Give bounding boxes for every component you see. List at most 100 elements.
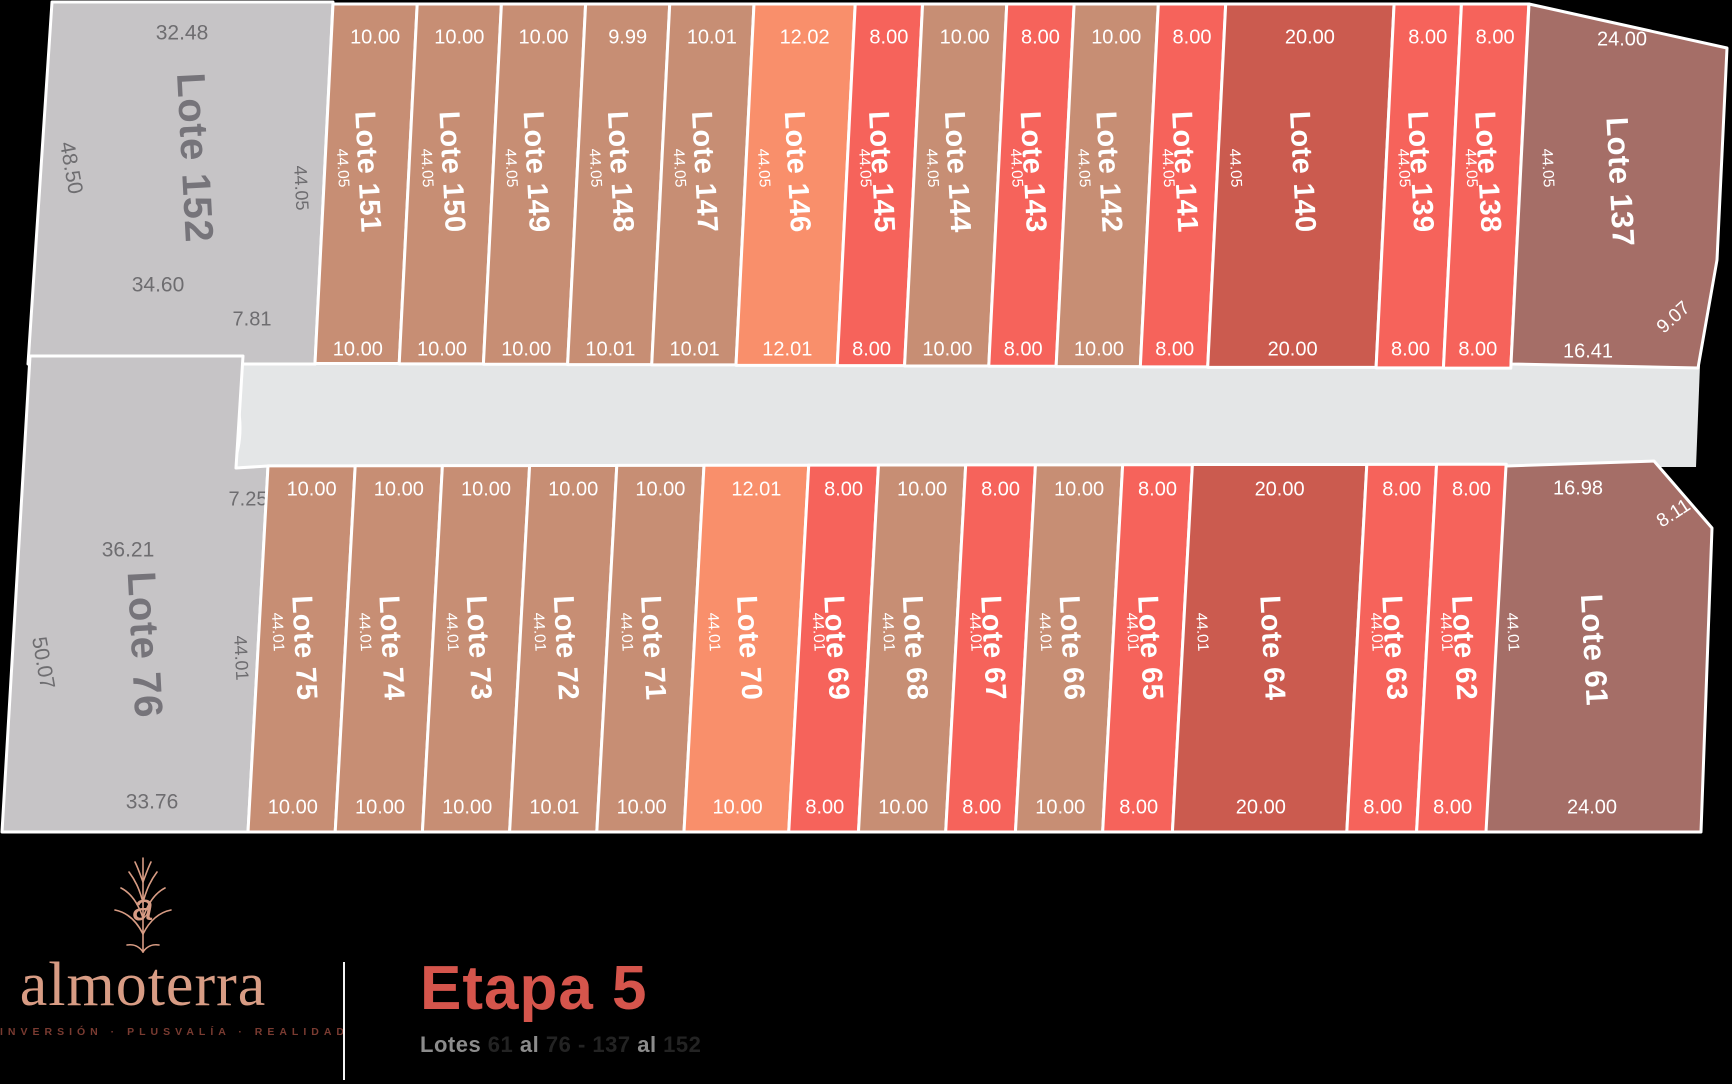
lote-152-right-length: 44.05 [290,165,312,211]
lote-149-bottom-width: 10.00 [501,338,551,360]
lote-63-name: Lote 63 [1375,595,1412,702]
lote-76-arc-length: 36.21 [102,539,155,562]
lote-73-bottom-width: 10.00 [442,796,492,818]
lote-148-name: Lote 148 [601,110,639,233]
lote-66-side-length: 44.01 [1035,612,1054,652]
lote-147-name: Lote 147 [685,110,723,233]
lote-63-bottom-width: 8.00 [1363,796,1402,818]
lote-67-top-width: 8.00 [981,478,1020,500]
lote-67-side-length: 44.01 [966,612,985,652]
lote-62-bottom-width: 8.00 [1433,796,1472,818]
lote-70-side-length: 44.01 [704,612,723,652]
lote-152-name: Lote 152 [168,72,221,244]
lote-70: 12.01 10.00 44.01 Lote 70 [682,463,811,834]
lote-139-top-width: 8.00 [1408,26,1447,48]
lote-139-name: Lote 139 [1401,110,1439,233]
lote-142-name: Lote 142 [1089,110,1127,233]
etapa-subtitle-part: 152 [663,1032,702,1057]
lote-66-top-width: 10.00 [1054,478,1104,500]
lote-74-bottom-width: 10.00 [355,796,405,818]
lote-148-top-width: 9.99 [608,26,647,48]
lote-146-bottom-width: 12.01 [762,338,812,360]
lote-71-bottom-width: 10.00 [617,796,667,818]
lote-75-bottom-width: 10.00 [268,796,318,818]
lote-71-top-width: 10.00 [635,478,685,500]
etapa-block: Etapa 5 Lotes 61 al 76 - 137 al 152 [420,958,701,1058]
lote-150-side-length: 44.05 [417,148,436,188]
lote-144-side-length: 44.05 [922,148,941,188]
lote-141-top-width: 8.00 [1173,26,1212,48]
lote-76-right-length: 44.01 [230,635,252,681]
logo-tagline: INVERSIÓN · PLUSVALÍA · REALIDAD [0,1026,350,1038]
lote-142-side-length: 44.05 [1074,148,1093,188]
lote-137-side-length: 44.05 [1538,148,1557,188]
lote-152-top-width: 32.48 [156,22,209,45]
lote-76-corner-length: 7.25 [229,488,268,510]
lote-69-side-length: 44.01 [809,612,828,652]
lote-145-top-width: 8.00 [869,26,908,48]
lote-138-top-width: 8.00 [1476,26,1515,48]
lote-73-top-width: 10.00 [461,478,511,500]
lote-65-side-length: 44.01 [1123,612,1142,652]
lote-64: 20.00 20.00 44.01 Lote 64 [1170,463,1369,834]
lote-67-name: Lote 67 [974,595,1011,702]
lote-147-top-width: 10.01 [687,26,737,48]
lote-152-bottom-width: 34.60 [132,274,185,297]
lote-75-name: Lote 75 [285,595,322,702]
lote-146: 12.02 12.01 44.05 Lote 146 [734,2,857,367]
lote-64-top-width: 20.00 [1255,478,1305,500]
lote-73-name: Lote 73 [460,595,497,702]
logo-wordmark: almoterra [19,951,267,1019]
lote-144-bottom-width: 10.00 [922,338,972,360]
lote-148-side-length: 44.05 [586,148,605,188]
lote-140-bottom-width: 20.00 [1268,338,1318,360]
lote-141-name: Lote 141 [1165,110,1203,233]
lote-141-bottom-width: 8.00 [1155,338,1194,360]
lote-149-name: Lote 149 [517,110,555,233]
lote-76-bottom-width: 33.76 [126,791,179,814]
lote-138-bottom-width: 8.00 [1458,338,1497,360]
lote-72-name: Lote 72 [547,595,584,702]
lote-143-bottom-width: 8.00 [1004,338,1043,360]
lote-151-side-length: 44.05 [333,148,352,188]
lote-69-name: Lote 69 [817,595,854,702]
lote-146-name: Lote 146 [778,110,816,233]
tree-monogram: a [132,887,153,929]
lote-61-bottom-width: 24.00 [1567,796,1617,818]
lote-68-bottom-width: 10.00 [878,796,928,818]
lote-76-name: Lote 76 [119,570,171,719]
lote-68-side-length: 44.01 [878,612,897,652]
lote-150-top-width: 10.00 [434,26,484,48]
lote-64-name: Lote 64 [1253,595,1290,702]
lote-73-side-length: 44.01 [442,612,461,652]
lote-150-bottom-width: 10.00 [417,338,467,360]
etapa-subtitle: Lotes 61 al 76 - 137 al 152 [420,1032,701,1058]
lote-141-side-length: 44.05 [1158,148,1177,188]
lote-138-name: Lote 138 [1468,110,1506,233]
lote-151-name: Lote 151 [348,110,386,233]
lote-64-side-length: 44.01 [1192,612,1211,652]
lote-143-top-width: 8.00 [1021,26,1060,48]
etapa-title: Etapa 5 [420,954,648,1023]
tree-icon: a [114,857,172,953]
footer: a almoterra INVERSIÓN · PLUSVALÍA · REAL… [0,840,1732,1084]
lote-69-top-width: 8.00 [824,478,863,500]
lote-65-bottom-width: 8.00 [1119,796,1158,818]
lote-147-bottom-width: 10.01 [670,338,720,360]
lote-139-side-length: 44.05 [1394,148,1413,188]
footer-divider [343,962,345,1080]
lote-146-side-length: 44.05 [754,148,773,188]
